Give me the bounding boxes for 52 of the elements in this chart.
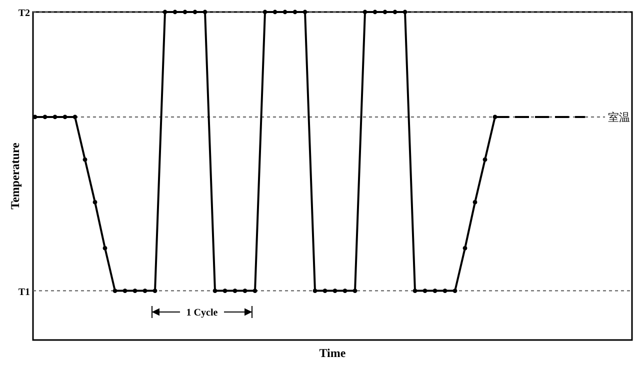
point: [212, 288, 218, 293]
ref-line-label: 室温: [608, 110, 630, 124]
point: [302, 10, 308, 14]
point: [472, 200, 478, 204]
y-axis-title: Temperature: [8, 142, 22, 210]
point: [242, 288, 248, 293]
point: [232, 288, 238, 293]
point: [122, 288, 128, 293]
point: [422, 288, 428, 293]
point: [172, 10, 178, 14]
point: [402, 10, 408, 14]
point: [132, 288, 138, 293]
point: [452, 288, 458, 293]
point: [262, 10, 268, 14]
x-axis-title: Time: [319, 346, 346, 360]
point: [322, 288, 328, 293]
point: [42, 114, 48, 120]
point: [282, 10, 288, 14]
point: [72, 114, 78, 120]
point: [442, 288, 448, 293]
point: [112, 288, 118, 293]
point: [182, 10, 188, 14]
point: [382, 10, 388, 14]
point: [272, 10, 278, 14]
point: [332, 288, 338, 293]
point: [432, 288, 438, 293]
point: [292, 10, 298, 14]
point: [142, 288, 148, 293]
point: [102, 246, 108, 250]
point: [482, 157, 488, 162]
point: [152, 288, 158, 293]
point: [342, 288, 348, 293]
point: [52, 114, 58, 120]
point: [92, 200, 98, 204]
point: [62, 114, 68, 120]
annotation: 1 Cycle: [186, 308, 218, 318]
point: [412, 288, 418, 293]
point: [392, 10, 398, 14]
point: [462, 246, 468, 250]
point: [82, 157, 88, 162]
point: [162, 10, 168, 14]
point: [362, 10, 368, 14]
ref-line-label: T2: [18, 8, 30, 19]
ref-line-label: T1: [18, 286, 30, 298]
point: [312, 288, 318, 293]
point: [222, 288, 228, 293]
point: [192, 10, 198, 14]
point: [372, 10, 378, 14]
point: [202, 10, 208, 14]
point: [352, 288, 358, 293]
point: [252, 288, 258, 293]
point: [32, 114, 38, 120]
